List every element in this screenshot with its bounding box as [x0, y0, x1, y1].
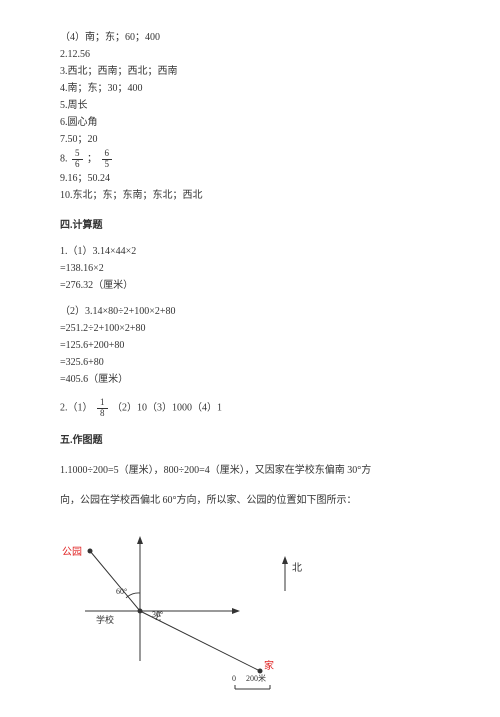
q2-rest: （2）10（3）1000（4）1 — [112, 402, 222, 413]
label-scale0: 0 — [232, 673, 236, 686]
calc-line: =405.6（厘米） — [60, 372, 440, 388]
desc-line: 向，公园在学校西偏北 60°方向，所以家、公园的位置如下图所示： — [60, 493, 440, 509]
section-4-title: 四.计算题 — [60, 218, 440, 234]
calc-line: =251.2÷2+100×2+80 — [60, 321, 440, 337]
answer-line-8: 8. 5 6 ； 6 5 — [60, 149, 440, 170]
answer-line: 3.西北；西南；西北；西南 — [60, 64, 440, 80]
calc-line: =138.16×2 — [60, 261, 440, 277]
answer-line: （4）南；东；60；400 — [60, 30, 440, 46]
label-park: 公园 — [62, 545, 82, 561]
q8-sep: ； — [87, 154, 100, 165]
q8-prefix: 8. — [60, 154, 70, 165]
label-angle30: 30° — [152, 609, 163, 622]
fraction: 6 5 — [102, 149, 113, 170]
answer-line: 6.圆心角 — [60, 115, 440, 131]
q2-prefix: 2.（1） — [60, 402, 95, 413]
calc-line: （2）3.14×80÷2+100×2+80 — [60, 304, 440, 320]
calc-line: =125.6+200+80 — [60, 338, 440, 354]
diagram: 公园 学校 家 北 60° 30° 0 200米 — [60, 521, 360, 711]
section-5-title: 五.作图题 — [60, 433, 440, 449]
desc-line: 1.1000÷200=5（厘米），800÷200=4（厘米），又因家在学校东偏南… — [60, 463, 440, 479]
label-scale200: 200米 — [246, 673, 266, 686]
answer-line: 5.周长 — [60, 98, 440, 114]
label-north: 北 — [292, 561, 302, 577]
fraction: 1 8 — [97, 398, 108, 419]
fraction: 5 6 — [72, 149, 83, 170]
label-school: 学校 — [96, 613, 114, 627]
answer-line: 2.12.56 — [60, 47, 440, 63]
calc-line: =276.32（厘米） — [60, 278, 440, 294]
denominator: 6 — [72, 160, 83, 170]
answer-line: 9.16；50.24 — [60, 171, 440, 187]
calc-line: 1.（1）3.14×44×2 — [60, 244, 440, 260]
answer-line: 7.50；20 — [60, 132, 440, 148]
denominator: 8 — [97, 409, 108, 419]
calc-line: =325.6+80 — [60, 355, 440, 371]
denominator: 5 — [102, 160, 113, 170]
answer-line: 4.南；东；30；400 — [60, 81, 440, 97]
calc-line-2: 2.（1） 1 8 （2）10（3）1000（4）1 — [60, 398, 440, 419]
label-angle60: 60° — [116, 586, 127, 599]
answer-line: 10.东北；东；东南；东北；西北 — [60, 188, 440, 204]
